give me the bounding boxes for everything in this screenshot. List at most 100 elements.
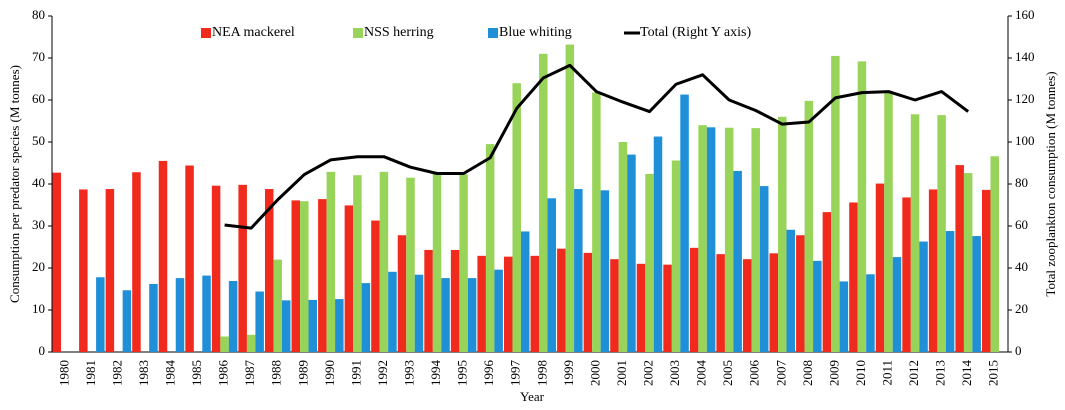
bar [255, 291, 264, 352]
bar [610, 259, 619, 352]
bar [706, 127, 716, 352]
bar [742, 259, 752, 352]
bar [246, 334, 256, 352]
x-tick-label: 1994 [428, 360, 443, 387]
y-tick-label: 80 [32, 7, 45, 22]
x-tick-label: 1989 [295, 360, 310, 386]
bar [972, 236, 981, 352]
bar [990, 156, 999, 352]
bar [406, 177, 415, 352]
bar [574, 189, 583, 352]
bar [291, 200, 301, 352]
x-tick-label: 2009 [826, 360, 841, 386]
bar [122, 290, 132, 352]
bar [539, 53, 548, 353]
x-tick-label: 1997 [508, 360, 523, 387]
bar [919, 241, 928, 352]
bar [96, 277, 105, 352]
bar [822, 212, 832, 352]
bar [759, 186, 769, 352]
x-axis-label: Year [520, 389, 545, 404]
y2-tick-label: 160 [1015, 7, 1035, 22]
bar [698, 125, 707, 352]
y2-tick-label: 40 [1015, 259, 1028, 274]
x-tick-label: 2005 [720, 360, 735, 386]
x-tick-label: 2015 [986, 360, 1001, 386]
bar [857, 61, 867, 353]
legend-label: Blue whiting [499, 25, 572, 40]
bar [937, 115, 946, 353]
bar [600, 190, 610, 352]
bar [796, 235, 805, 352]
bar [414, 274, 424, 352]
x-tick-label: 2000 [587, 360, 602, 386]
bar [105, 189, 115, 352]
bar [689, 247, 699, 352]
bar [627, 154, 636, 352]
bar [663, 264, 672, 352]
x-tick-label: 1985 [189, 360, 204, 386]
bar [565, 44, 575, 353]
bar [680, 94, 689, 352]
bar [344, 205, 354, 352]
legend-label: Total (Right Y axis) [640, 25, 751, 40]
x-tick-label: 1980 [56, 360, 71, 386]
bar [804, 100, 814, 352]
bar [459, 174, 468, 352]
bar [202, 275, 211, 352]
legend-label: NSS herring [364, 25, 434, 40]
bar [981, 189, 991, 352]
x-tick-label: 1995 [455, 360, 470, 386]
y-tick-label: 70 [32, 49, 45, 64]
x-tick-label: 2002 [640, 360, 655, 386]
bar [441, 278, 450, 352]
y-axis-label: Consumption per predator species (M tonn… [7, 65, 22, 303]
bar [653, 136, 663, 352]
bar [450, 249, 460, 352]
bar [477, 255, 486, 352]
x-tick-label: 1996 [481, 360, 496, 387]
bar [892, 257, 902, 352]
bar [831, 55, 840, 353]
bar [636, 263, 646, 352]
bar [884, 92, 893, 353]
legend-marker [353, 28, 363, 38]
y2-tick-label: 100 [1015, 133, 1035, 148]
x-tick-label: 1987 [242, 360, 257, 387]
y-tick-label: 20 [32, 259, 45, 274]
bar [432, 173, 442, 352]
bar [467, 278, 477, 352]
x-tick-label: 2011 [879, 360, 894, 386]
y2-tick-label: 20 [1015, 301, 1028, 316]
bar [928, 189, 938, 352]
bar [733, 170, 742, 352]
bar [866, 274, 875, 352]
bar [494, 269, 503, 352]
bar [308, 299, 318, 352]
y-tick-label: 50 [32, 133, 45, 148]
x-tick-label: 2007 [773, 360, 788, 387]
x-tick-label: 2010 [853, 360, 868, 386]
bar [281, 300, 291, 352]
bar [185, 165, 194, 352]
bar [724, 127, 734, 352]
x-tick-label: 2014 [959, 360, 974, 387]
bar [149, 283, 158, 352]
x-tick-label: 1983 [136, 360, 151, 386]
bar [849, 202, 858, 352]
bar [132, 172, 141, 352]
y-tick-label: 10 [32, 301, 45, 316]
x-tick-label: 2001 [614, 360, 629, 386]
bar [238, 184, 247, 352]
bar [361, 283, 371, 352]
x-tick-label: 1988 [269, 360, 284, 386]
bar [388, 271, 397, 352]
bar [512, 83, 521, 352]
bar [79, 189, 88, 352]
legend-label: NEA mackerel [212, 25, 295, 40]
bar [716, 254, 725, 352]
x-tick-label: 2003 [667, 360, 682, 386]
bar [353, 175, 362, 352]
bar [520, 231, 530, 352]
